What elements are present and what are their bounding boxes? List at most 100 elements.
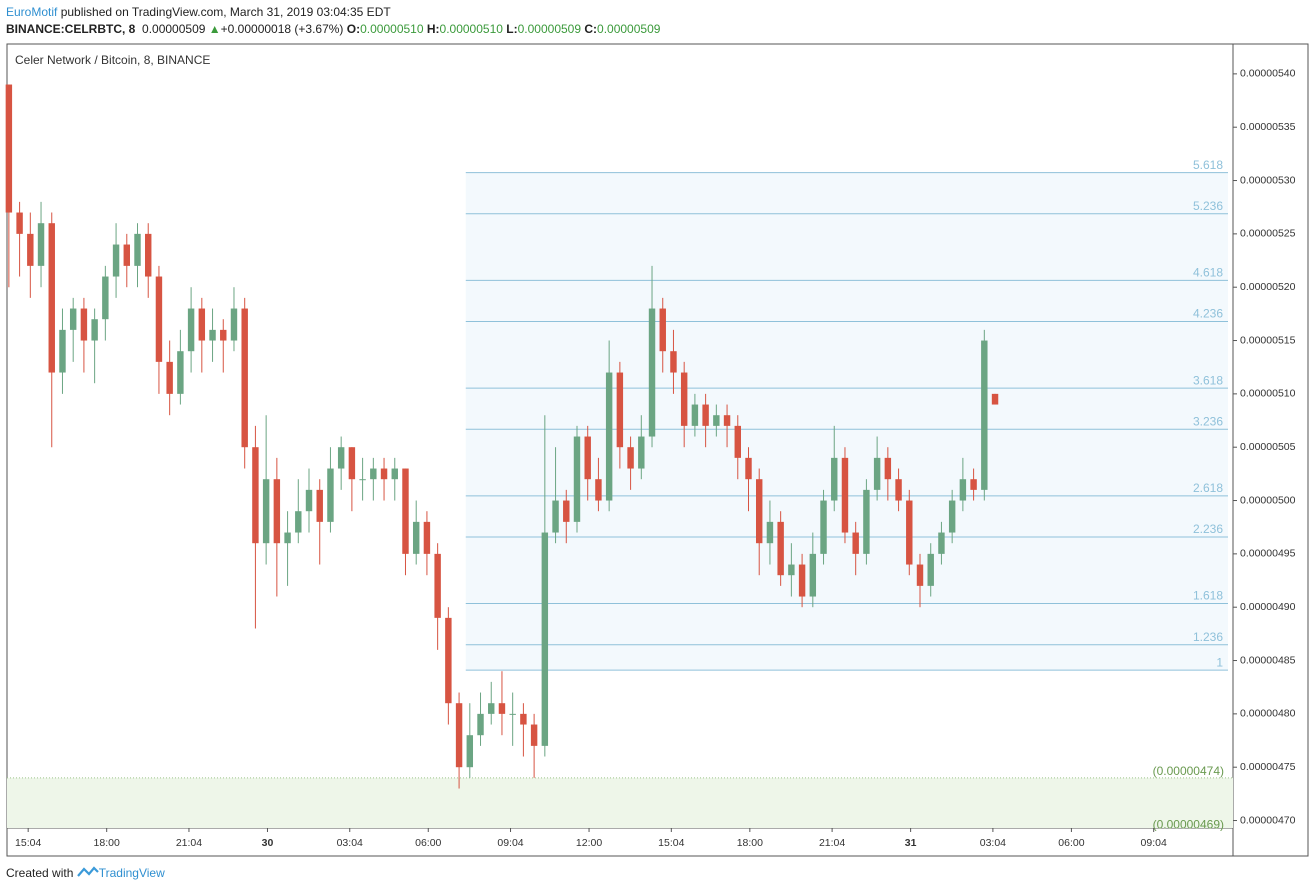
x-tick-label: 31 <box>905 837 917 849</box>
brand[interactable]: TradingView <box>98 866 165 880</box>
candle-body <box>584 436 591 480</box>
o-label: O: <box>346 22 361 36</box>
ohlc-line: BINANCE:CELRBTC, 8 0.00000509 ▲+0.000000… <box>6 22 660 36</box>
l-label: L: <box>506 22 518 36</box>
candle-body <box>155 276 163 362</box>
candle-body <box>691 404 699 426</box>
annotation-label: (0.00000474) <box>1153 764 1224 778</box>
x-tick-label: 18:00 <box>94 837 120 849</box>
candle-body <box>798 564 806 597</box>
candle-body <box>337 447 345 469</box>
candle-body <box>177 351 184 394</box>
x-tick-label: 12:00 <box>576 837 602 849</box>
candle-body <box>659 308 666 352</box>
y-tick-label: 0.00000540 <box>1240 68 1296 80</box>
x-tick-label: 03:04 <box>337 837 363 849</box>
plot: (0.00000474) (0.00000469) 5.618 5.236 4.618 4… <box>5 84 1233 831</box>
candle-body <box>895 479 902 501</box>
candle-body <box>27 233 34 266</box>
candle-body <box>959 479 967 501</box>
candle-body <box>530 724 538 746</box>
candle-body <box>359 479 366 481</box>
candle-body <box>477 713 484 736</box>
candle-body <box>563 500 570 522</box>
y-tick-label: 0.00000485 <box>1240 654 1296 666</box>
candle-body <box>37 223 45 266</box>
logo <box>76 866 99 877</box>
candle-body <box>981 340 988 490</box>
candle-body <box>723 415 731 426</box>
candle-body <box>852 532 859 554</box>
symbol: BINANCE:CELRBTC, 8 <box>6 22 136 36</box>
candle-body <box>230 308 238 341</box>
y-tick-label: 0.00000470 <box>1240 814 1296 826</box>
candle-body <box>627 447 634 469</box>
candle-body <box>316 489 323 522</box>
candle-body <box>884 457 892 480</box>
publish-line: EuroMotif published on TradingView.com, … <box>6 5 391 19</box>
candle-body <box>734 425 741 458</box>
candle-body <box>466 735 474 768</box>
y-tick-label: 0.00000530 <box>1240 174 1296 186</box>
candle-body <box>498 703 506 714</box>
candle-body <box>648 308 656 437</box>
candle-body <box>841 457 849 533</box>
candle-body <box>220 329 227 341</box>
author[interactable]: EuroMotif <box>6 5 58 19</box>
candle-body <box>552 500 559 533</box>
annotation-label: (0.00000469) <box>1153 817 1224 831</box>
candle-body <box>412 521 420 554</box>
candle-body <box>927 553 934 586</box>
fib-band <box>465 213 1228 281</box>
x-tick-label: 15:04 <box>658 837 684 849</box>
fib-band <box>465 172 1228 214</box>
fib-band <box>465 536 1228 604</box>
candle-body <box>241 308 248 448</box>
candle-body <box>252 447 259 544</box>
candle-body <box>509 713 516 715</box>
candle-body <box>831 457 838 501</box>
x-tick-label: 06:00 <box>415 837 441 849</box>
y-tick-label: 0.00000490 <box>1240 601 1296 613</box>
y-tick-label: 0.00000500 <box>1240 494 1296 506</box>
fib-band <box>465 603 1228 645</box>
candle-body <box>970 479 977 490</box>
h: 0.00000510 <box>439 22 503 36</box>
arrow: ▲ <box>208 22 221 36</box>
candle-body <box>745 457 752 480</box>
o: 0.00000510 <box>360 22 424 36</box>
candle-body <box>520 713 527 725</box>
fib-band <box>465 644 1228 671</box>
candle-body <box>809 553 817 597</box>
candle-body <box>702 404 709 426</box>
candle-body <box>541 532 549 746</box>
candle-body <box>873 457 881 490</box>
y-tick-label: 0.00000535 <box>1240 121 1296 133</box>
candle-body <box>59 329 66 373</box>
fib-label: 3.236 <box>1193 414 1223 428</box>
y-tick-label: 0.00000520 <box>1240 281 1296 293</box>
fib-label: 2.236 <box>1193 522 1223 536</box>
candle-body <box>991 393 999 405</box>
footer-line: Created with TradingView <box>6 866 165 880</box>
candle-body <box>402 468 409 554</box>
candle-body <box>916 564 924 586</box>
x-tick-label: 03:04 <box>980 837 1006 849</box>
fib-label: 1.618 <box>1193 589 1223 603</box>
candle-body <box>380 468 388 480</box>
candle-body <box>69 308 77 330</box>
candle-body <box>262 479 270 544</box>
h-label: H: <box>426 22 440 36</box>
chart-title: Celer Network / Bitcoin, 8, BINANCE <box>15 53 210 67</box>
fib-band <box>465 280 1228 322</box>
x-tick-label: 09:04 <box>497 837 523 849</box>
c: 0.00000509 <box>597 22 661 36</box>
price-zone <box>7 777 1233 828</box>
fib-label: 1.236 <box>1193 630 1223 644</box>
candle-body <box>434 553 441 618</box>
candle-body <box>327 468 334 522</box>
fib-label: 1 <box>1216 655 1223 669</box>
candle-body <box>166 361 173 394</box>
candle-body <box>573 436 581 522</box>
